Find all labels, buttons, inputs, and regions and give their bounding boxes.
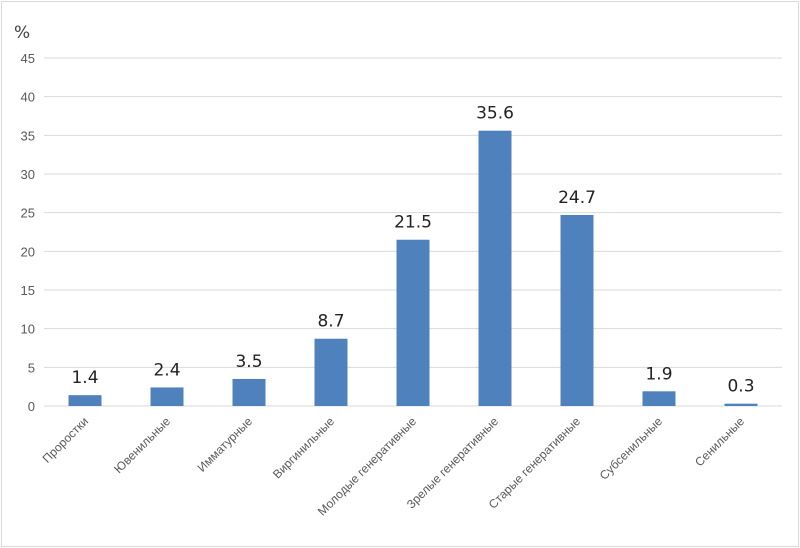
data-label: 0.3 — [727, 377, 754, 397]
data-label: 1.9 — [645, 364, 672, 384]
bar — [560, 214, 594, 406]
y-axis-unit-label: % — [14, 23, 30, 43]
category-label: Субсенильные — [597, 414, 666, 483]
category-labels: Проростки Ювенильные Имматурные Виргинильны… — [40, 414, 748, 518]
bars — [68, 130, 758, 406]
bar — [314, 338, 348, 406]
bar — [232, 378, 266, 406]
y-tick-label: 40 — [21, 90, 35, 105]
y-tick-label: 25 — [21, 206, 35, 221]
bar — [642, 391, 676, 406]
data-label: 24.7 — [558, 188, 596, 208]
bar — [478, 130, 512, 406]
data-labels: 1.4 2.4 3.5 8.7 21.5 35.6 24.7 1.9 0.3 — [71, 104, 754, 397]
category-label: Зрелые генеративные — [404, 414, 501, 511]
category-label: Имматурные — [195, 414, 256, 475]
bar — [396, 239, 430, 406]
data-label: 3.5 — [235, 352, 262, 372]
y-tick-label: 15 — [21, 283, 35, 298]
y-tick-label: 0 — [28, 399, 35, 414]
bar — [68, 395, 102, 406]
data-label: 2.4 — [153, 360, 180, 380]
category-label: Виргинильные — [270, 414, 337, 481]
y-tick-label: 45 — [21, 51, 35, 66]
bar — [150, 387, 184, 406]
category-label: Старые генеративные — [486, 414, 584, 512]
data-label: 1.4 — [71, 368, 98, 388]
bar — [724, 403, 758, 406]
category-label: Сенильные — [692, 414, 747, 469]
category-label: Ювенильные — [111, 414, 173, 476]
y-axis-ticks: 0 5 10 15 20 25 30 35 40 45 — [21, 51, 35, 414]
y-tick-label: 5 — [28, 360, 35, 375]
y-tick-label: 20 — [21, 244, 35, 259]
y-tick-label: 35 — [21, 128, 35, 143]
data-label: 35.6 — [476, 104, 514, 124]
y-tick-label: 30 — [21, 167, 35, 182]
y-tick-label: 10 — [21, 322, 35, 337]
category-label: Проростки — [40, 414, 91, 465]
data-label: 8.7 — [317, 312, 344, 332]
data-label: 21.5 — [394, 213, 432, 233]
